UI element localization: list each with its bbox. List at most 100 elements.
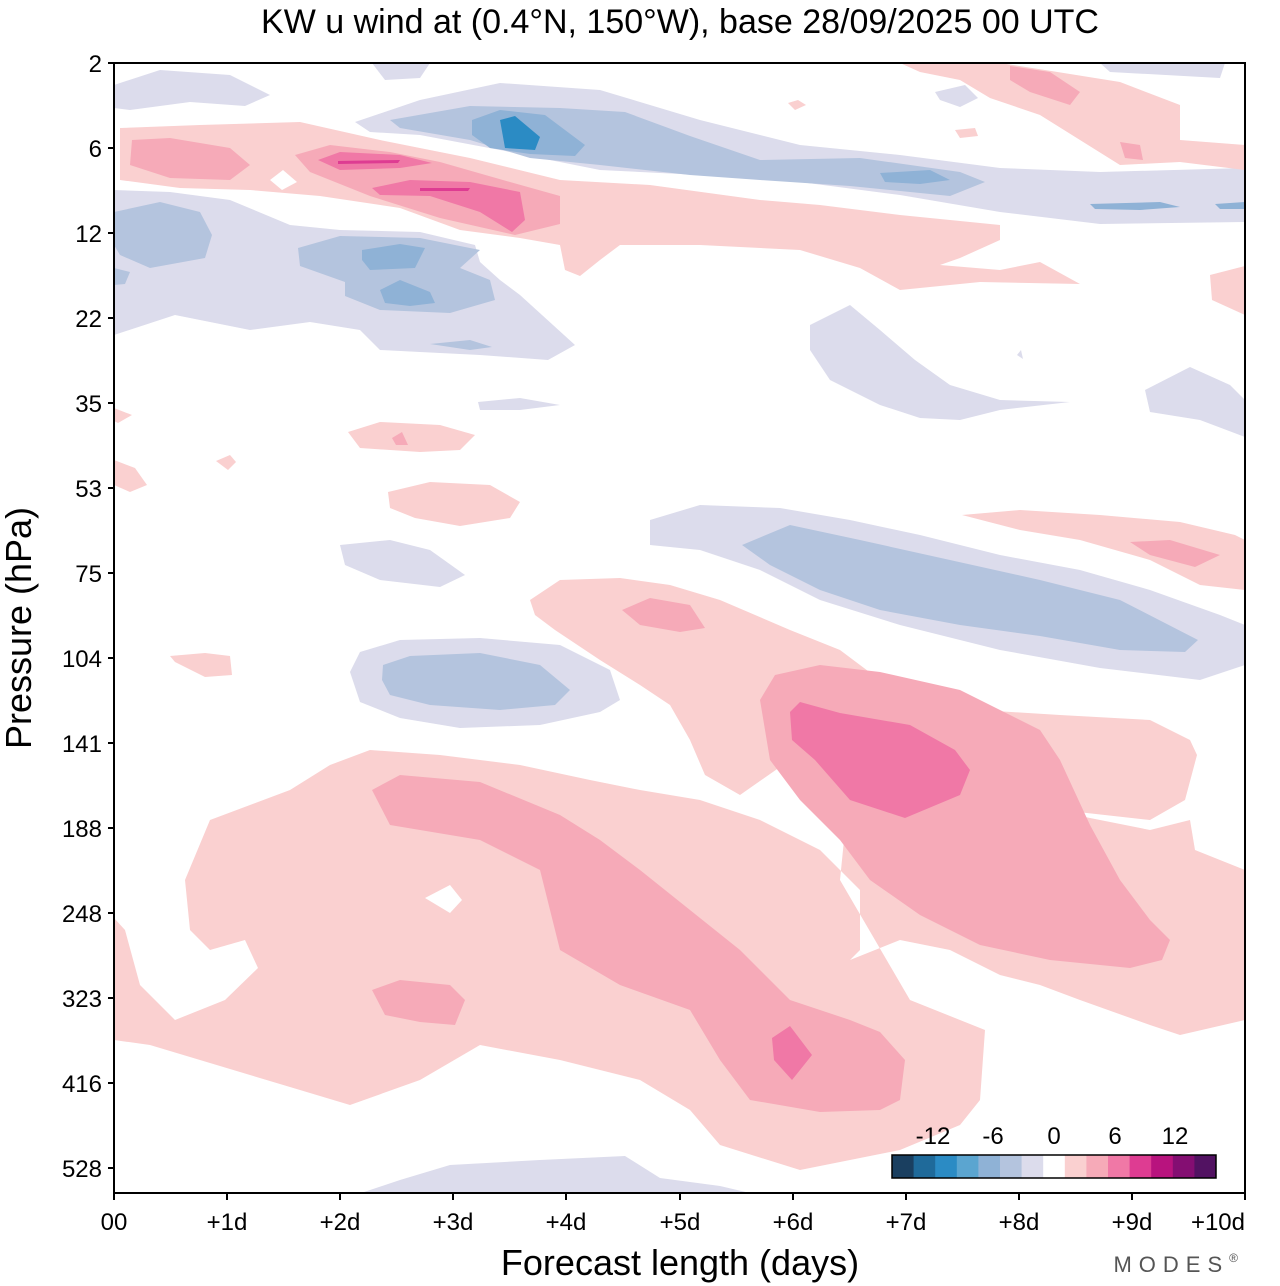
colorbar-cell	[1172, 1155, 1195, 1178]
pos-blob-53-left	[114, 460, 147, 492]
y-tick-label: 75	[75, 561, 102, 588]
colorbar-cell	[1086, 1155, 1109, 1178]
pos-right-hot	[790, 702, 970, 818]
neg-band-12-22-mid-1	[362, 244, 425, 270]
y-tick-label: 53	[75, 476, 102, 503]
colorbar-frame	[891, 1154, 1217, 1179]
x-tick-label: +3d	[433, 1209, 474, 1236]
x-tick-label: +1d	[207, 1209, 248, 1236]
pos-blob-35	[348, 422, 475, 452]
colorbar-cell	[1000, 1155, 1022, 1178]
x-tick-label: +8d	[999, 1209, 1040, 1236]
neg-band-12-22-lower-lightblue	[430, 340, 492, 350]
y-tick-label: 22	[75, 306, 102, 333]
neg-strip-35	[478, 398, 560, 410]
y-axis: 2 6 12 22 35 53 75 104 141 188 248 323 4…	[62, 51, 114, 1183]
pos-dot-965	[955, 128, 978, 138]
y-tick-label: 35	[75, 391, 102, 418]
neg-band-12-22-mid-2	[380, 280, 435, 306]
colorbar-cell	[913, 1155, 936, 1178]
colorbar-cell	[1129, 1155, 1152, 1178]
x-tick-label: +5d	[660, 1209, 701, 1236]
neg-band-12-22-lightblue-left	[114, 202, 212, 268]
white-hole-upper	[270, 170, 297, 190]
pos-blob-323-core	[372, 980, 465, 1025]
x-tick-label: +2d	[320, 1209, 361, 1236]
neg-thin-860	[880, 170, 950, 184]
y-tick-label: 416	[62, 1071, 102, 1098]
colorbar-cell	[1043, 1155, 1066, 1178]
pos-dot-225	[216, 455, 236, 470]
y-tick-label: 141	[62, 731, 102, 758]
y-axis-label: Pressure (hPa)	[0, 507, 39, 749]
neg-right-edge-35	[1145, 367, 1245, 437]
modes-logo: MODES®	[1113, 1251, 1245, 1277]
y-tick-label: 528	[62, 1156, 102, 1183]
neg-blob-75	[340, 540, 465, 587]
pos-dot-795	[788, 100, 806, 110]
colorbar-cell	[1108, 1155, 1130, 1178]
chart-title: KW u wind at (0.4°N, 150°W), base 28/09/…	[261, 3, 1099, 41]
x-tick-label: +9d	[1112, 1209, 1153, 1236]
pos-top-right-mid	[1010, 66, 1080, 105]
pos-upper-hot-2	[372, 180, 525, 232]
pos-right-53-core	[1130, 540, 1220, 567]
colorbar-tick-label: 12	[1162, 1123, 1189, 1150]
neg-tiny-1020	[1017, 350, 1023, 359]
y-tick-label: 104	[62, 646, 102, 673]
neg-band-12-22-lightblue-mid	[298, 236, 495, 313]
x-tick-label: +6d	[773, 1209, 814, 1236]
x-tick-label: 00	[101, 1209, 128, 1236]
neg-top-small	[372, 63, 430, 80]
colorbar-cell	[935, 1155, 958, 1178]
colorbar-cell	[978, 1155, 1001, 1178]
colorbar-tick-label: -6	[982, 1123, 1003, 1150]
x-tick-label: +7d	[886, 1209, 927, 1236]
pos-blob-35-core	[392, 432, 408, 445]
neg-blob-104-lightblue	[382, 653, 570, 710]
pos-blob-53	[388, 482, 520, 526]
x-axis: 00 +1d +2d +3d +4d +5d +6d +7d +8d +9d +…	[101, 1193, 1246, 1236]
colorbar-cell	[1194, 1155, 1217, 1178]
pos-upper-deep-2	[420, 188, 470, 191]
neg-top-right	[1100, 63, 1225, 78]
y-tick-label: 323	[62, 986, 102, 1013]
x-tick-label: +10d	[1191, 1209, 1245, 1236]
y-tick-label: 248	[62, 901, 102, 928]
neg-upper-core	[500, 116, 540, 150]
pos-top-right-pink	[900, 63, 1245, 170]
pos-right-edge-22	[1210, 266, 1245, 315]
neg-top-strip	[114, 70, 270, 110]
colorbar-cell	[1021, 1155, 1044, 1178]
pos-tilted-hot	[772, 1026, 812, 1080]
pos-blob-35-left	[114, 408, 132, 423]
neg-thin-1230	[1215, 202, 1245, 209]
neg-right-22-45	[810, 305, 1070, 420]
colorbar-tick-label: 0	[1047, 1123, 1060, 1150]
neg-bottom	[361, 1156, 750, 1193]
neg-band-12-22-lightblue-edge	[114, 268, 130, 285]
colorbar-cell	[956, 1155, 979, 1178]
y-tick-label: 2	[89, 51, 102, 78]
pos-upper-deep-1	[338, 160, 400, 164]
colorbar: -12 -6 0 6 12	[891, 1123, 1217, 1179]
x-axis-label: Forecast length (days)	[501, 1242, 859, 1283]
pos-upper-mid-pink	[130, 138, 250, 180]
registered-mark: ®	[1229, 1251, 1245, 1265]
colorbar-cell	[892, 1155, 914, 1178]
y-tick-label: 12	[75, 221, 102, 248]
colorbar-cells	[892, 1155, 1217, 1178]
neg-band-60-110-lightblue	[742, 525, 1198, 652]
neg-thin-1120	[1090, 202, 1180, 210]
x-tick-label: +4d	[546, 1209, 587, 1236]
colorbar-tick-label: 6	[1108, 1123, 1121, 1150]
y-tick-label: 6	[89, 136, 102, 163]
colorbar-tick-label: -12	[916, 1123, 951, 1150]
pos-top-right-dot	[1120, 142, 1143, 160]
modes-logo-text: MODES	[1113, 1252, 1229, 1277]
pos-dot-104	[170, 653, 232, 677]
y-tick-label: 188	[62, 816, 102, 843]
contour-field	[114, 63, 1245, 1193]
colorbar-cell	[1151, 1155, 1174, 1178]
